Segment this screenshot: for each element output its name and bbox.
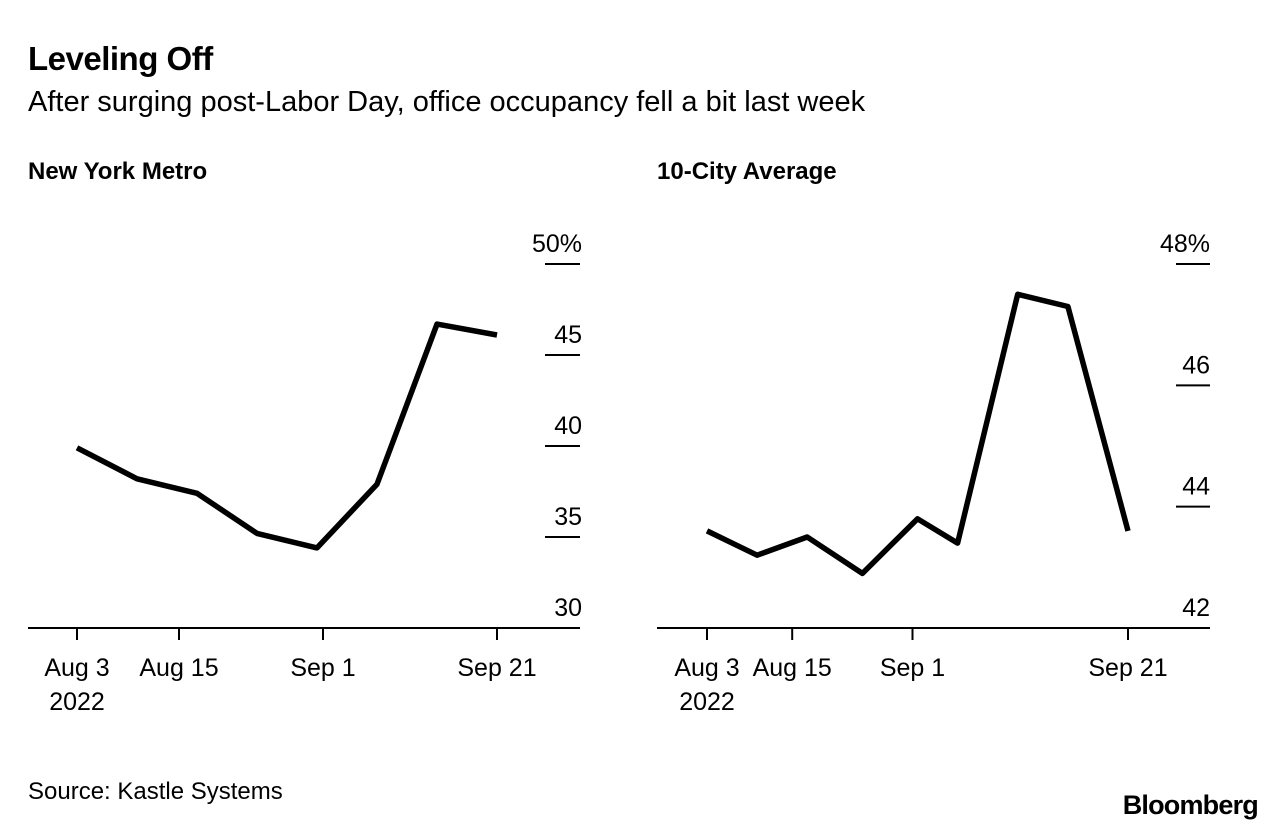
x-tick-label-new-york: Aug 3	[44, 654, 109, 682]
source-note: Source: Kastle Systems	[28, 778, 283, 805]
x-tick-label-new-york: Sep 21	[457, 654, 536, 682]
y-tick-label-new-york: 35	[554, 503, 582, 531]
x-tick-label-new-york: Aug 15	[139, 654, 218, 682]
chart-title: Leveling Off	[28, 40, 213, 77]
y-tick-label-new-york: 45	[554, 321, 582, 349]
x-tick-label-10-city: Sep 21	[1088, 654, 1167, 682]
x-tick-label-new-york: Sep 1	[290, 654, 355, 682]
y-tick-label-10-city: 42	[1182, 594, 1210, 622]
panel-10-city: 10-City Average 42 44 46 48% Aug 3 2022 Aug 1…	[657, 158, 1210, 716]
y-axis-labels-new-york: 30 35 40 45 50%	[532, 230, 582, 622]
x-axis-ticks-new-york: Aug 3 2022 Aug 15 Sep 1 Sep 21	[44, 628, 537, 716]
x-tick-label-10-city: Aug 3	[674, 654, 739, 682]
y-gridticks-new-york	[545, 263, 580, 538]
bloomberg-logo: Bloomberg	[1122, 790, 1259, 820]
y-tick-label-new-york: 50%	[532, 230, 582, 258]
y-tick-label-10-city: 44	[1182, 473, 1210, 501]
panel-title-new-york: New York Metro	[28, 158, 207, 185]
series-line-10-city	[705, 291, 1131, 577]
y-tick-label-10-city: 46	[1182, 351, 1210, 379]
x-tick-label-10-city: Aug 15	[753, 654, 832, 682]
x-tick-sublabel-new-york: 2022	[49, 688, 105, 716]
x-axis-ticks-10-city: Aug 3 2022 Aug 15 Sep 1 Sep 21	[674, 628, 1168, 716]
series-line-new-york	[75, 321, 498, 551]
y-axis-labels-10-city: 42 44 46 48%	[1160, 230, 1210, 622]
y-tick-label-10-city: 48%	[1160, 230, 1210, 258]
chart-subtitle: After surging post-Labor Day, office occ…	[28, 86, 866, 118]
panel-title-10-city: 10-City Average	[657, 158, 837, 185]
x-tick-sublabel-10-city: 2022	[679, 688, 735, 716]
y-gridticks-10-city	[1176, 263, 1210, 508]
y-tick-label-new-york: 40	[554, 412, 582, 440]
x-tick-label-10-city: Sep 1	[880, 654, 945, 682]
y-tick-label-new-york: 30	[554, 594, 582, 622]
